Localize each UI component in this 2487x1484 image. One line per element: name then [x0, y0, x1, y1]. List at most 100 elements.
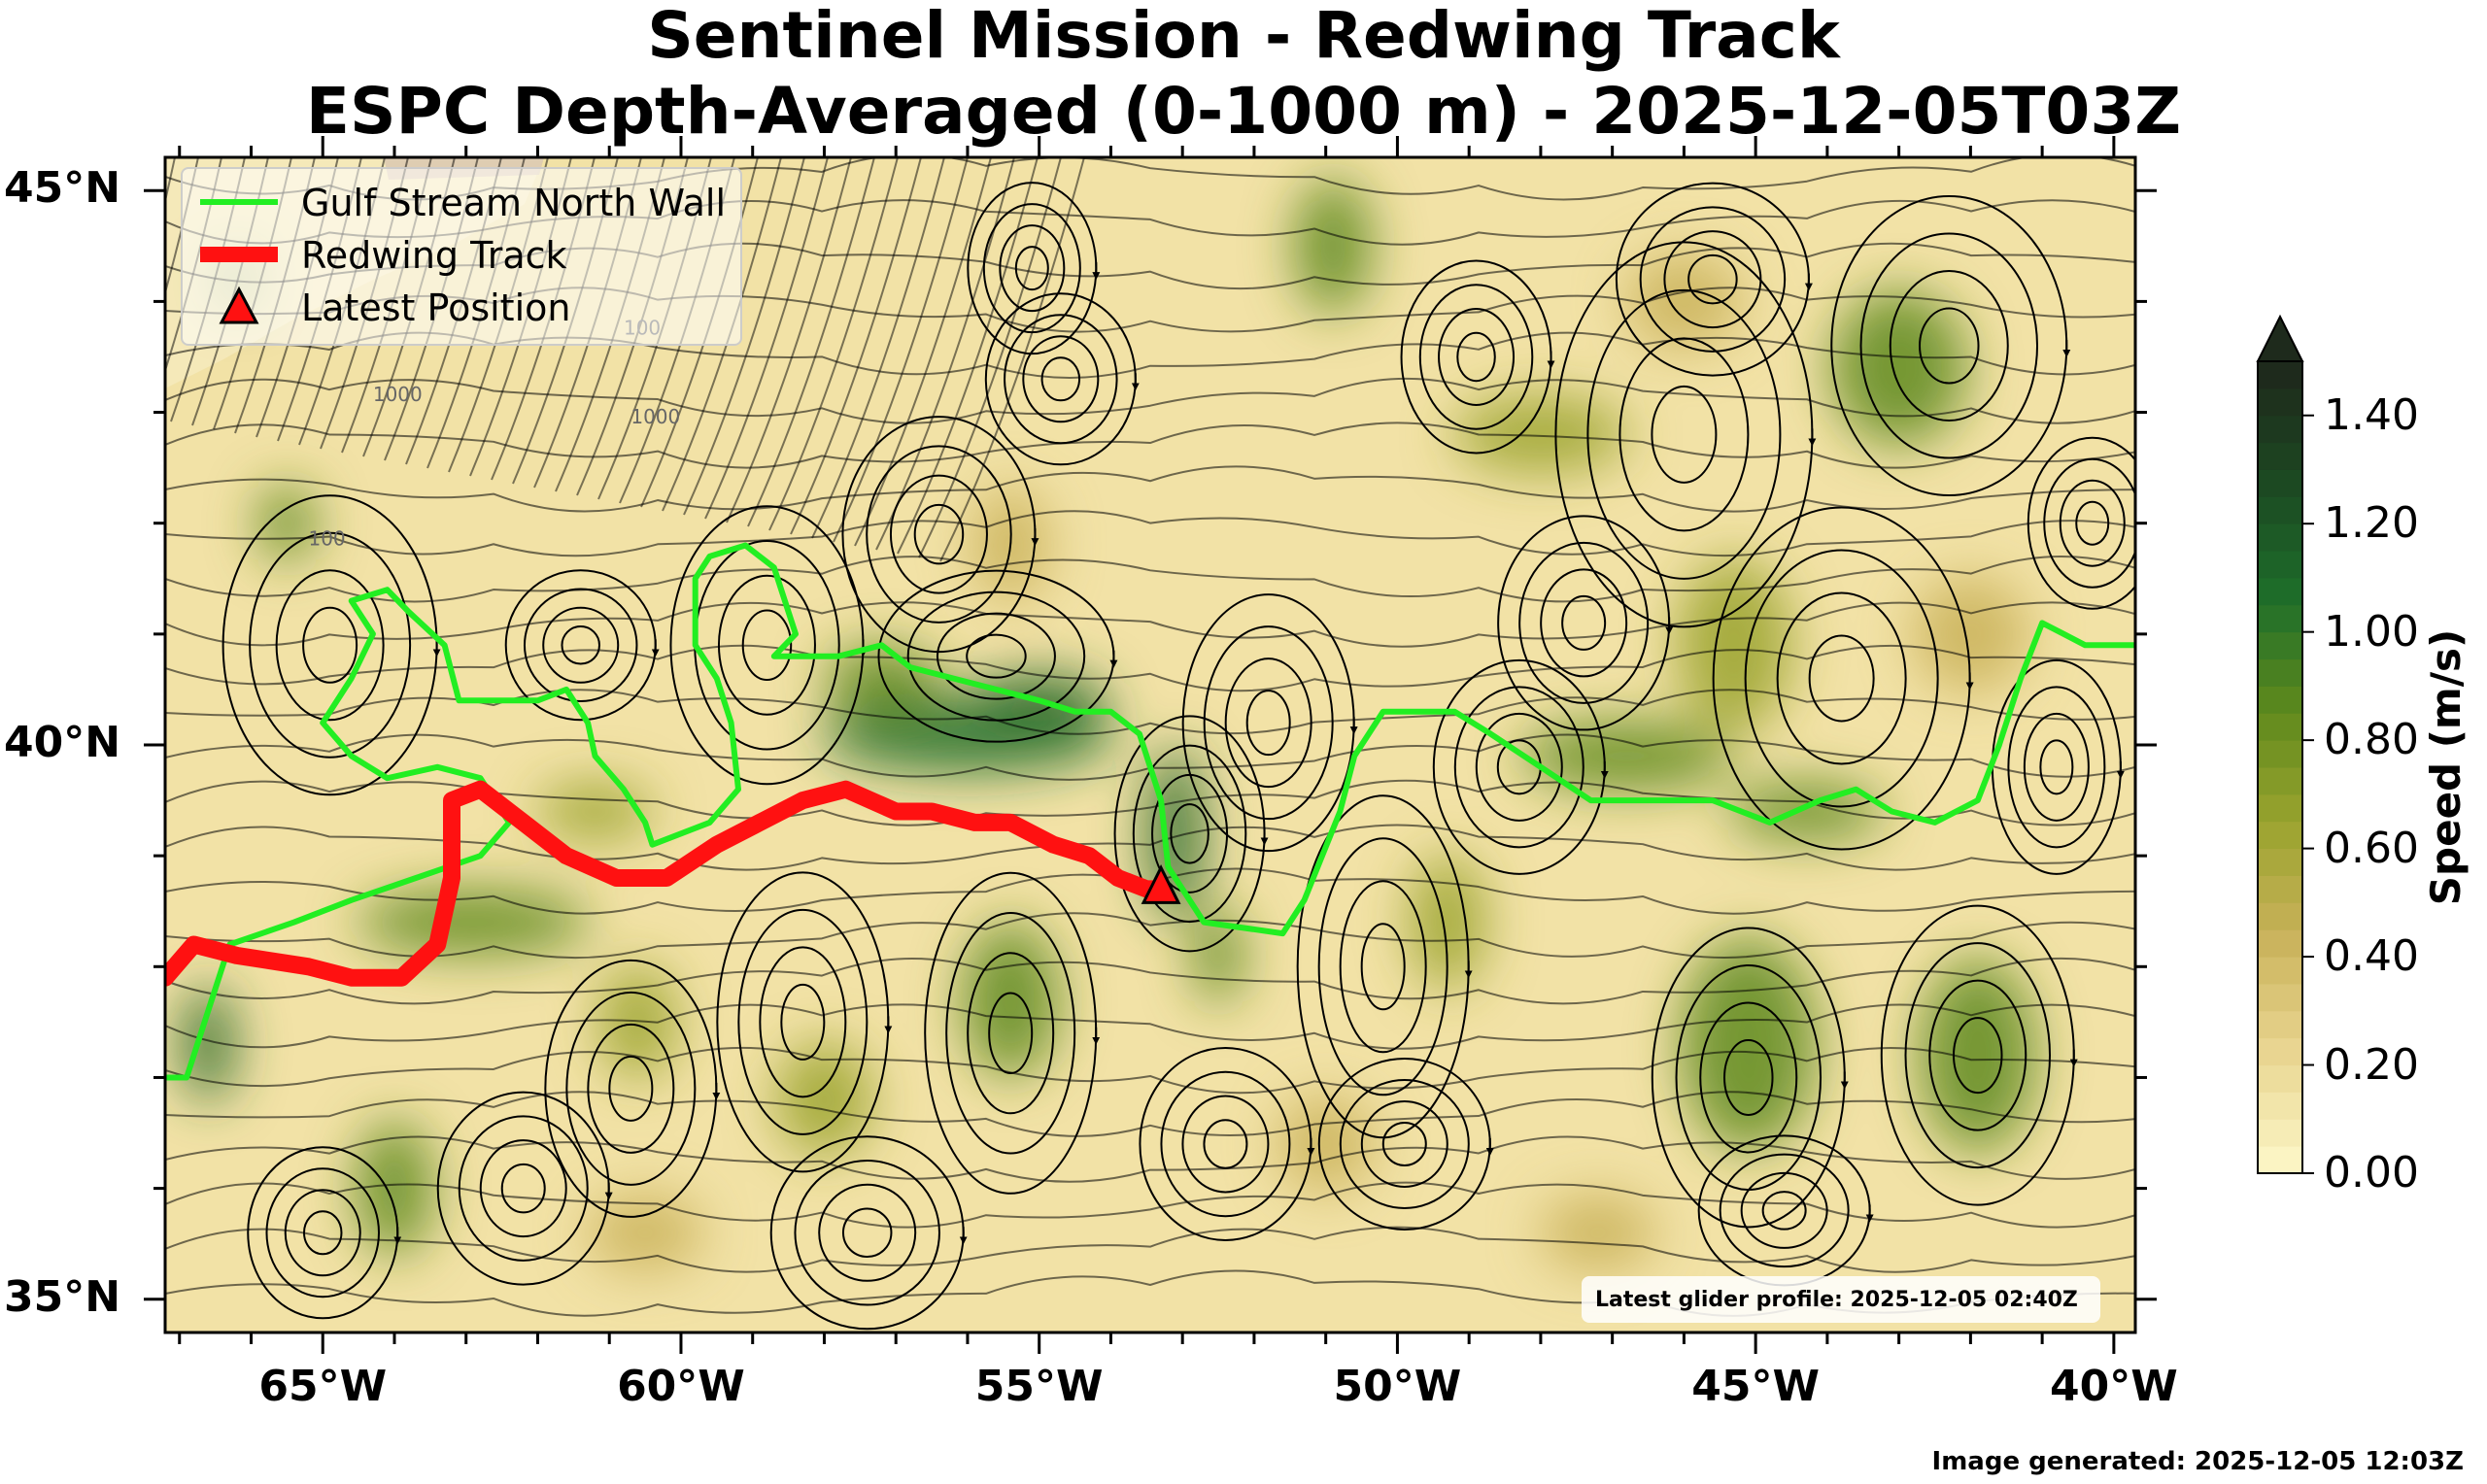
- redwing-track-line: [165, 780, 1171, 987]
- streamline-eddy: [737, 908, 869, 1135]
- annotation-text: Latest glider profile: 2025-12-05 02:40Z: [1595, 1288, 2078, 1312]
- streamline-eddy: [1744, 549, 1939, 808]
- legend-label: Gulf Stream North Wall: [301, 182, 727, 224]
- streamline-eddy: [284, 1189, 361, 1277]
- colorbar-band: [2258, 604, 2302, 633]
- speed-blob: [775, 1041, 873, 1159]
- speed-blob: [1919, 958, 2036, 1153]
- streamline-flow: [165, 1226, 2135, 1273]
- colorbar: [2256, 314, 2314, 1174]
- streamline-shelf: [918, 157, 1062, 558]
- colorbar-extend-arrow: [2256, 314, 2304, 362]
- colorbar-tick-label: 1.40: [2324, 389, 2419, 440]
- streamline-flow: [165, 510, 2135, 557]
- streamline-eddy: [2023, 712, 2090, 822]
- colorbar-band: [2258, 902, 2302, 930]
- colorbar-band: [2258, 496, 2302, 524]
- lon-tick-label: 60°W: [617, 1362, 745, 1411]
- streamline-eddy: [1561, 594, 1607, 651]
- streamline-flow: [165, 1135, 2135, 1183]
- legend-triangle-icon: [219, 286, 259, 324]
- lon-tick-label: 40°W: [2049, 1362, 2178, 1411]
- colorbar-band: [2258, 551, 2302, 579]
- streamline-eddy: [1518, 541, 1650, 704]
- streamline-shelf: [662, 157, 782, 512]
- streamline-eddy: [1808, 634, 1875, 723]
- lon-tick-label: 55°W: [974, 1362, 1104, 1411]
- streamline-eddy: [1022, 335, 1100, 423]
- streamline-shelf: [811, 157, 945, 539]
- streamline-shelf: [704, 157, 829, 520]
- legend-label: Redwing Track: [301, 234, 567, 277]
- lon-tick-label: 50°W: [1333, 1362, 1462, 1411]
- streamline-eddy: [717, 574, 816, 716]
- speed-blob: [1409, 854, 1487, 991]
- streamline-eddy: [1928, 979, 2027, 1131]
- streamline-flow: [165, 1046, 2135, 1095]
- speed-blob: [1912, 575, 2029, 692]
- streamline-eddy: [1719, 1153, 1850, 1268]
- streamline-flow: [165, 1181, 2135, 1229]
- colorbar-tick-label: 1.20: [2324, 498, 2419, 549]
- streamline-eddy: [1859, 232, 2039, 459]
- streamline-eddy: [542, 606, 620, 684]
- streamline-eddy: [608, 1055, 654, 1122]
- speed-blob: [1539, 1194, 1656, 1272]
- lat-tick-label: 35°N: [4, 1271, 121, 1322]
- latest-position-marker: [1141, 864, 1181, 904]
- speed-blob: [1294, 178, 1373, 315]
- streamline-eddy: [1919, 307, 1980, 385]
- colorbar-band: [2258, 523, 2302, 552]
- streamline-shelf: [726, 157, 852, 523]
- glider-profile-annotation: Latest glider profile: 2025-12-05 02:40Z: [1582, 1276, 2100, 1323]
- legend-label: Latest Position: [301, 287, 571, 329]
- streamline-eddy: [2039, 739, 2074, 795]
- streamline-eddy: [1418, 284, 1534, 430]
- speed-blob: [357, 889, 591, 956]
- legend-swatch-red-line: [200, 247, 278, 262]
- speed-blob: [962, 922, 1060, 1078]
- speed-blob: [1676, 557, 1793, 733]
- speed-blob: [355, 1120, 433, 1257]
- streamline-shelf: [640, 157, 759, 508]
- streamline-eddy: [1889, 270, 2009, 422]
- speed-blob: [598, 963, 677, 1081]
- streamline-shelf: [833, 157, 969, 543]
- lat-tick-label: 45°N: [4, 163, 121, 214]
- streamline-flow: [165, 957, 2135, 1005]
- speed-blob: [1680, 937, 1817, 1152]
- streamline-eddy: [1687, 253, 1738, 305]
- streamline-eddy: [1586, 288, 1782, 580]
- streamline-flow: [165, 644, 2135, 692]
- streamline-eddy: [1381, 1121, 1427, 1166]
- streamline-eddy: [1540, 568, 1628, 678]
- streamline-eddy: [913, 503, 965, 565]
- streamline-eddy: [841, 1207, 893, 1259]
- streamline-eddy: [1438, 307, 1516, 406]
- streamline-eddy: [1776, 591, 1907, 765]
- colorbar-band: [2258, 415, 2302, 444]
- streamline-eddy: [889, 474, 988, 594]
- streamline-eddy: [1360, 923, 1406, 1011]
- map-background: [165, 157, 2135, 1332]
- streamline-flow: [165, 422, 2135, 469]
- axis-ticks: [144, 136, 2157, 1354]
- colorbar-band: [2258, 442, 2302, 470]
- colorbar-band: [2258, 1064, 2302, 1093]
- streamline-eddy: [1723, 1038, 1774, 1116]
- streamline-eddy: [1160, 1070, 1291, 1218]
- streamline-eddy: [1639, 206, 1787, 353]
- colorbar-tick-label: 0.40: [2324, 931, 2419, 982]
- streamline-eddy: [1151, 773, 1229, 894]
- streamline-eddy: [1456, 331, 1496, 383]
- streamline-eddy: [587, 1023, 675, 1154]
- colorbar-tick-label: 1.00: [2324, 606, 2419, 657]
- colorbar-band: [2258, 957, 2302, 985]
- streamline-eddy: [1651, 385, 1718, 484]
- streamline-eddy: [780, 983, 826, 1061]
- colorbar-band: [2258, 686, 2302, 714]
- streamline-eddy: [1761, 1191, 1807, 1231]
- streamline-shelf: [790, 157, 922, 535]
- streamline-shelf: [165, 157, 176, 206]
- streamline-eddy: [500, 1163, 546, 1214]
